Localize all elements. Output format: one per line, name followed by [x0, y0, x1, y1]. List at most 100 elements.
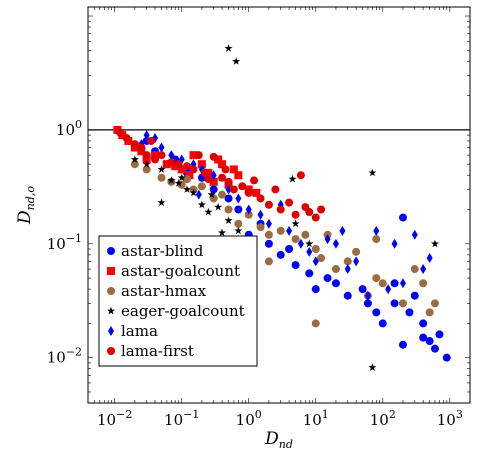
point-lama: [324, 234, 331, 245]
point-astar-goalcount: [189, 151, 198, 160]
point-eager-goalcount: [177, 173, 186, 182]
point-lama-first: [130, 140, 139, 149]
point-astar-blind: [224, 194, 233, 203]
point-lama-first: [147, 136, 156, 145]
point-lama-first: [224, 177, 233, 186]
point-lama-first: [311, 213, 320, 222]
point-astar-goalcount: [197, 160, 206, 169]
point-lama-first: [296, 171, 305, 180]
point-astar-blind: [343, 291, 352, 300]
point-astar-hmax: [142, 165, 151, 174]
point-lama: [225, 184, 232, 195]
point-astar-blind: [209, 185, 218, 194]
point-lama-first: [157, 151, 166, 160]
point-lama: [426, 253, 433, 264]
x-tick-labels: 10−2 10−1 100 101 102 103: [97, 408, 463, 429]
point-astar-goalcount: [234, 171, 243, 180]
point-eager-goalcount: [288, 174, 297, 183]
point-eager-goalcount: [430, 239, 439, 248]
point-astar-goalcount: [218, 160, 227, 169]
point-lama: [245, 204, 252, 215]
point-astar-hmax: [157, 173, 166, 182]
point-lama-first: [137, 143, 146, 152]
point-lama-first: [151, 155, 160, 164]
point-lama-first: [221, 165, 230, 174]
point-astar-goalcount: [229, 165, 238, 174]
x-tick-label: 101: [303, 408, 329, 429]
point-lama: [385, 284, 392, 295]
legend-label: lama-first: [121, 342, 194, 360]
point-astar-hmax: [244, 210, 253, 219]
y-tick-label: 10−1: [47, 232, 82, 253]
point-lama: [344, 264, 351, 275]
point-astar-hmax: [264, 230, 273, 239]
point-astar-hmax: [256, 223, 265, 232]
legend-marker-astar-goalcount: [107, 267, 115, 275]
point-astar-hmax: [311, 245, 320, 254]
point-eager-goalcount: [204, 207, 213, 216]
point-lama-first: [142, 151, 151, 160]
point-lama: [411, 229, 418, 240]
legend-marker-lama-first: [107, 347, 115, 355]
point-lama: [364, 290, 371, 301]
series-lama: [138, 130, 433, 301]
point-lama-first: [122, 133, 131, 142]
point-astar-blind: [398, 340, 407, 349]
point-astar-hmax: [291, 235, 300, 244]
point-lama: [420, 264, 427, 275]
point-eager-goalcount: [291, 219, 300, 228]
point-astar-hmax: [419, 279, 428, 288]
point-astar-hmax: [352, 247, 361, 256]
point-lama-first: [174, 160, 183, 169]
point-astar-blind: [358, 285, 367, 294]
point-eager-goalcount: [234, 226, 243, 235]
point-eager-goalcount: [167, 176, 176, 184]
y-axis-label-sub: nd,o: [24, 186, 37, 211]
legend-label: astar-hmax: [121, 282, 207, 300]
point-lama: [353, 256, 360, 267]
point-lama: [332, 238, 339, 249]
point-astar-blind: [419, 319, 428, 328]
point-lama-first: [189, 165, 198, 174]
legend-item-lama-first: lama-first: [107, 342, 194, 360]
point-eager-goalcount: [189, 188, 198, 197]
point-astar-blind: [264, 239, 273, 248]
point-astar-hmax: [372, 274, 381, 283]
series-eager-goalcount: [130, 44, 439, 371]
point-eager-goalcount: [214, 202, 223, 211]
x-tick-label: 103: [437, 408, 463, 429]
legend-box: [98, 235, 258, 367]
point-lama: [306, 246, 313, 257]
point-astar-hmax: [398, 299, 407, 308]
legend-marker-astar-blind: [107, 247, 115, 255]
point-astar-blind: [372, 308, 381, 317]
point-astar-hmax: [209, 194, 218, 203]
x-tick-label: 10−1: [164, 408, 199, 429]
point-lama: [399, 278, 406, 289]
point-lama: [210, 170, 217, 181]
point-lama: [265, 218, 272, 229]
point-astar-blind: [410, 291, 419, 300]
point-lama-first: [238, 182, 247, 191]
x-axis-label-main: D: [264, 429, 279, 449]
point-astar-blind: [363, 299, 372, 308]
point-astar-hmax: [331, 265, 340, 274]
point-eager-goalcount: [368, 363, 377, 371]
series-lama-first: [115, 128, 326, 222]
point-astar-blind: [419, 333, 428, 342]
point-astar-blind: [311, 285, 320, 294]
point-eager-goalcount: [224, 44, 233, 52]
point-astar-blind: [291, 261, 300, 270]
point-astar-hmax: [378, 279, 387, 288]
point-astar-blind: [305, 269, 314, 278]
point-lama: [297, 238, 304, 249]
point-lama-first: [183, 162, 192, 171]
point-astar-goalcount: [209, 177, 218, 186]
point-eager-goalcount: [157, 198, 166, 206]
y-tick-label: 10−2: [47, 346, 82, 367]
point-astar-hmax: [130, 160, 139, 169]
point-lama: [143, 130, 150, 141]
point-lama: [312, 256, 319, 267]
legend-item-astar-goalcount: astar-goalcount: [107, 262, 240, 280]
legend-label: lama: [121, 322, 158, 340]
